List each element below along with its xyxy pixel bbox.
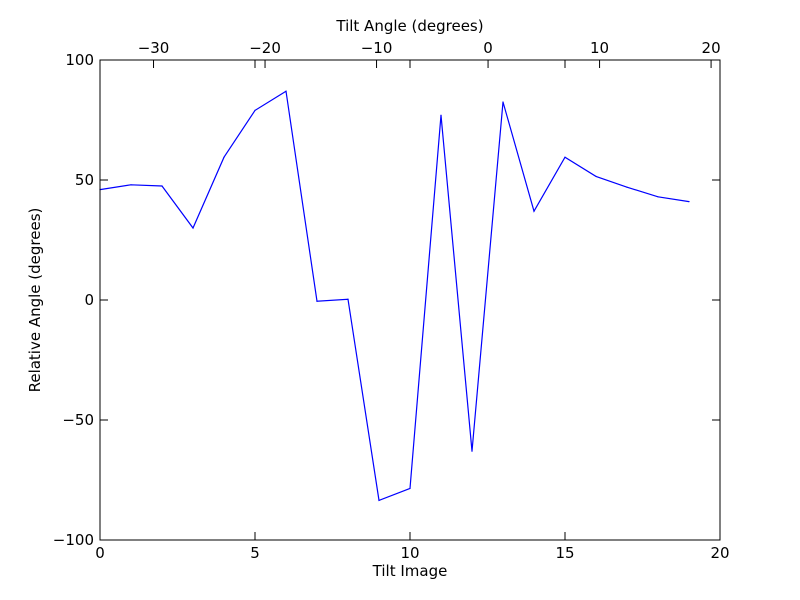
x-tick-label: 0	[95, 544, 105, 562]
x-axis-title: Tilt Image	[372, 562, 448, 580]
series-layer	[99, 90, 690, 502]
data-point	[471, 450, 473, 452]
data-point	[533, 210, 535, 212]
data-point	[347, 298, 349, 300]
y-tick-label: 100	[65, 51, 94, 69]
data-point	[440, 114, 442, 116]
series-line	[99, 90, 690, 502]
data-point	[192, 227, 194, 229]
x2-tick-label: 20	[702, 39, 721, 57]
data-point	[657, 196, 659, 198]
x-tick-label: 5	[250, 544, 260, 562]
data-point	[409, 487, 411, 489]
y-tick-label: −100	[53, 531, 94, 549]
x2-tick-label: −20	[249, 39, 281, 57]
data-point	[595, 175, 597, 177]
x-tick-label: 15	[555, 544, 574, 562]
x-tick-label: 10	[400, 544, 419, 562]
x-tick-label: 20	[710, 544, 729, 562]
x2-tick-label: 0	[483, 39, 493, 57]
data-point	[502, 101, 504, 103]
y-axis-title: Relative Angle (degrees)	[26, 208, 44, 393]
data-point	[285, 90, 287, 92]
data-point	[564, 156, 566, 158]
y-tick-label: 0	[84, 291, 94, 309]
data-point	[378, 499, 380, 501]
top-x-axis-title: Tilt Angle (degrees)	[335, 17, 483, 35]
x2-tick-label: −30	[138, 39, 170, 57]
plot-frame	[99, 59, 721, 541]
x2-tick-label: 10	[590, 39, 609, 57]
data-point	[254, 109, 256, 111]
data-point	[626, 186, 628, 188]
data-point	[130, 184, 132, 186]
data-point	[161, 185, 163, 187]
data-point	[316, 300, 318, 302]
x2-tick-label: −10	[361, 39, 393, 57]
y-tick-label: −50	[62, 411, 94, 429]
y-tick-label: 50	[75, 171, 94, 189]
data-point	[223, 156, 225, 158]
data-point	[688, 201, 690, 203]
